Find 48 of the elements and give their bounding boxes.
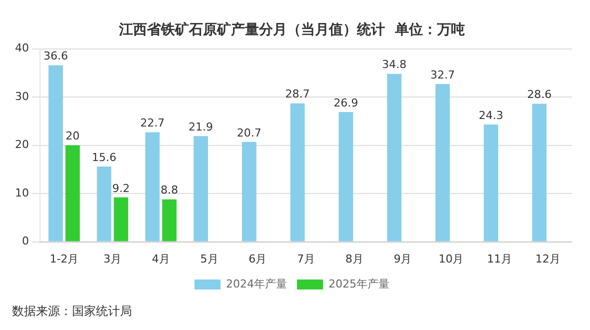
y-tick-label: 0 bbox=[22, 234, 29, 248]
data-label: 24.3 bbox=[478, 108, 504, 122]
data-label: 20 bbox=[66, 130, 80, 143]
data-label: 36.6 bbox=[43, 50, 68, 63]
x-tick-label: 8月 bbox=[345, 252, 364, 266]
data-label: 21.9 bbox=[188, 120, 214, 134]
x-tick-label: 1-2月 bbox=[50, 252, 79, 266]
y-tick-label: 20 bbox=[14, 138, 29, 152]
source-note: 数据来源：国家统计局 bbox=[12, 304, 132, 318]
x-tick-label: 11月 bbox=[486, 252, 512, 266]
data-label: 15.6 bbox=[92, 150, 116, 164]
data-label: 34.8 bbox=[382, 58, 407, 72]
bar bbox=[96, 166, 112, 242]
legend-label: 2025年产量 bbox=[328, 277, 390, 290]
x-tick-label: 6月 bbox=[248, 252, 267, 266]
data-label: 28.7 bbox=[285, 88, 310, 101]
bar bbox=[242, 142, 256, 242]
y-tick-label: 40 bbox=[14, 42, 29, 55]
bar bbox=[387, 74, 402, 242]
x-tick-label: 10月 bbox=[438, 252, 464, 266]
x-tick-label: 12月 bbox=[535, 252, 560, 266]
data-label: 8.8 bbox=[160, 184, 178, 197]
data-label: 28.6 bbox=[527, 88, 552, 102]
chart-title: 江西省铁矿石原矿产量分月（当月值）统计 单位：万吨 bbox=[118, 21, 465, 38]
bar bbox=[145, 132, 160, 242]
bar bbox=[65, 145, 80, 242]
x-tick-label: 5月 bbox=[200, 252, 218, 266]
data-label: 26.9 bbox=[334, 96, 358, 110]
bar bbox=[484, 124, 498, 242]
x-tick-label: 9月 bbox=[394, 252, 412, 266]
x-tick-label: 7月 bbox=[297, 252, 315, 266]
y-tick-label: 30 bbox=[14, 90, 29, 103]
data-label: 20.7 bbox=[236, 126, 262, 140]
bar bbox=[435, 84, 450, 242]
legend-label: 2024年产量 bbox=[226, 277, 288, 290]
x-tick-label: 4月 bbox=[152, 252, 170, 266]
data-label: 22.7 bbox=[140, 116, 165, 130]
bar bbox=[48, 65, 63, 242]
x-tick-label: 3月 bbox=[104, 252, 122, 266]
y-tick-label: 10 bbox=[14, 186, 29, 200]
bar bbox=[338, 112, 354, 242]
bar bbox=[162, 199, 177, 242]
bar bbox=[532, 104, 547, 242]
bar bbox=[114, 197, 128, 242]
bar bbox=[290, 103, 305, 242]
bar bbox=[194, 136, 208, 242]
data-label: 9.2 bbox=[112, 182, 130, 195]
data-label: 32.7 bbox=[430, 68, 455, 82]
